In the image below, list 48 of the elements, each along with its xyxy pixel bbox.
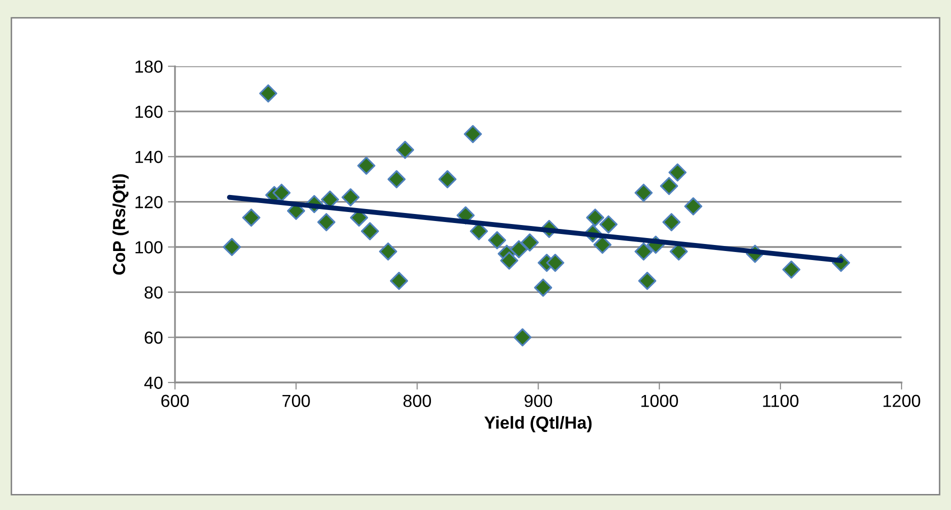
x-tick-label: 1000 — [641, 394, 678, 408]
point — [500, 251, 518, 270]
point — [510, 240, 528, 258]
point — [438, 170, 456, 188]
y-tick-label: 40 — [144, 376, 162, 389]
point — [662, 213, 681, 232]
point — [360, 222, 379, 240]
y-tick-label: 60 — [144, 331, 162, 344]
point — [520, 233, 539, 252]
point — [390, 272, 408, 290]
point — [317, 213, 336, 232]
point — [242, 208, 260, 227]
y-axis-title: CoP (Rs/Qtl) — [112, 174, 129, 275]
x-tick-label: 1100 — [763, 394, 798, 408]
point — [259, 84, 278, 102]
point — [379, 242, 398, 261]
x-tick-label: 600 — [161, 394, 189, 408]
point — [546, 254, 564, 272]
point — [668, 163, 687, 182]
point — [513, 328, 532, 346]
point — [342, 188, 360, 206]
point — [534, 278, 552, 297]
point — [684, 197, 702, 216]
y-tick-label: 80 — [144, 286, 162, 299]
x-axis-title: Yield (Qtl/Ha) — [484, 416, 592, 432]
x-tick-label: 800 — [403, 394, 431, 408]
x-tick-label: 700 — [282, 394, 310, 408]
y-tick-label: 120 — [136, 196, 162, 208]
point — [464, 125, 482, 144]
point — [272, 184, 291, 202]
point — [634, 242, 653, 261]
y-tick-label: 160 — [136, 106, 162, 118]
point — [488, 231, 506, 250]
point — [782, 260, 800, 279]
point — [396, 140, 414, 159]
y-tick-label: 140 — [136, 150, 162, 164]
point — [660, 176, 678, 196]
x-tick-label: 900 — [524, 394, 552, 408]
point — [222, 238, 241, 256]
point — [638, 272, 656, 290]
point — [586, 208, 604, 227]
point — [388, 170, 406, 188]
y-tick-label: 100 — [136, 241, 162, 254]
point — [357, 156, 376, 175]
y-tick-label: 180 — [136, 60, 162, 73]
point — [634, 184, 653, 202]
point — [599, 215, 618, 234]
x-tick-label: 1200 — [884, 394, 920, 408]
